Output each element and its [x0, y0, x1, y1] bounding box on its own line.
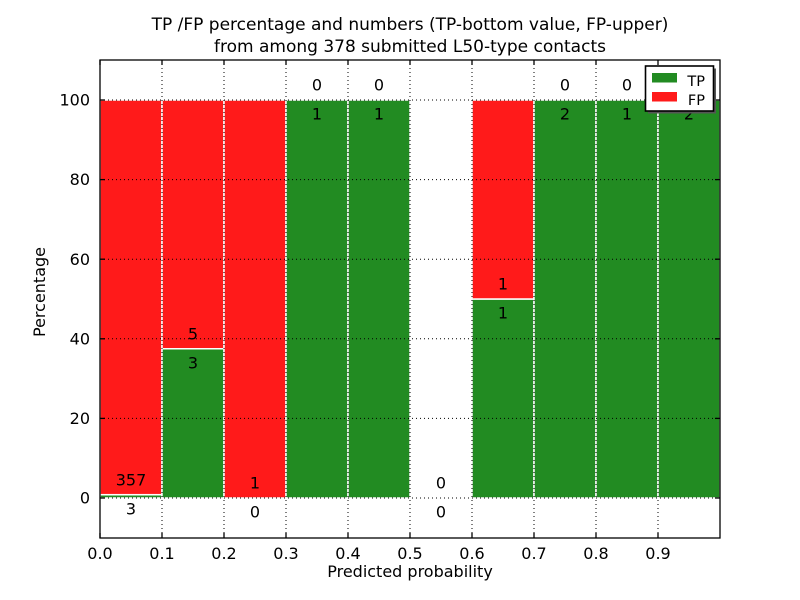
tp-count-label: 2	[560, 105, 570, 124]
bar-segment-tp	[471, 298, 535, 499]
legend-swatch-fp-icon	[652, 92, 677, 102]
tp-count-label: 1	[622, 105, 632, 124]
legend-label-tp: TP	[686, 74, 705, 90]
y-tick-label: 80	[70, 170, 90, 189]
legend: TP FP	[644, 65, 716, 114]
x-axis-label: Predicted probability	[327, 562, 493, 581]
y-tick-label: 100	[59, 91, 90, 110]
chart-title-line-1: TP /FP percentage and numbers (TP-bottom…	[151, 15, 669, 35]
tp-count-label: 3	[126, 499, 136, 518]
fp-count-label: 357	[116, 470, 147, 489]
tp-count-label: 1	[312, 105, 322, 124]
x-tick-label: 0.5	[397, 544, 422, 563]
x-tick-label: 0.2	[211, 544, 236, 563]
bar-segment-tp	[285, 99, 349, 499]
tp-count-label: 1	[374, 105, 384, 124]
x-tick-label: 0.7	[521, 544, 546, 563]
bar-segment-tp	[347, 99, 411, 499]
y-tick-label: 60	[70, 250, 90, 269]
y-tick-label: 40	[70, 329, 90, 348]
fp-count-label: 5	[188, 324, 198, 343]
y-tick-label: 0	[80, 489, 90, 508]
y-axis-label: Percentage	[30, 247, 49, 337]
plot-area: 35735310010100110201020.00.10.20.30.40.5…	[59, 59, 721, 563]
legend-label-fp: FP	[688, 93, 705, 109]
fp-count-label: 1	[250, 474, 260, 493]
fp-count-label: 1	[498, 275, 508, 294]
x-tick-label: 0.9	[645, 544, 670, 563]
x-tick-label: 0.6	[459, 544, 484, 563]
bar-segment-fp	[161, 99, 225, 350]
tp-count-label: 2	[684, 105, 694, 124]
tp-count-label: 0	[436, 503, 446, 522]
y-tick-label: 20	[70, 409, 90, 428]
tp-count-label: 1	[498, 304, 508, 323]
bar-segment-fp	[99, 99, 163, 496]
fp-count-label: 0	[312, 76, 322, 95]
legend-swatch-tp-icon	[652, 73, 677, 83]
fp-count-label: 0	[622, 76, 632, 95]
x-tick-label: 0.1	[149, 544, 174, 563]
fp-count-label: 0	[560, 76, 570, 95]
tp-count-label: 0	[250, 503, 260, 522]
fp-count-label: 0	[436, 474, 446, 493]
bar-segment-fp	[471, 99, 535, 300]
bar-segment-tp	[657, 99, 721, 499]
tp-count-label: 3	[188, 353, 198, 372]
x-tick-label: 0.8	[583, 544, 608, 563]
x-tick-label: 0.3	[273, 544, 298, 563]
fp-count-label: 0	[374, 76, 384, 95]
bar-segment-fp	[223, 99, 287, 499]
bar-segment-tp	[595, 99, 659, 499]
chart-title-line-2: from among 378 submitted L50-type contac…	[214, 37, 606, 57]
x-tick-label: 0.4	[335, 544, 360, 563]
bar-segment-tp	[533, 99, 597, 499]
x-tick-label: 0.0	[87, 544, 112, 563]
